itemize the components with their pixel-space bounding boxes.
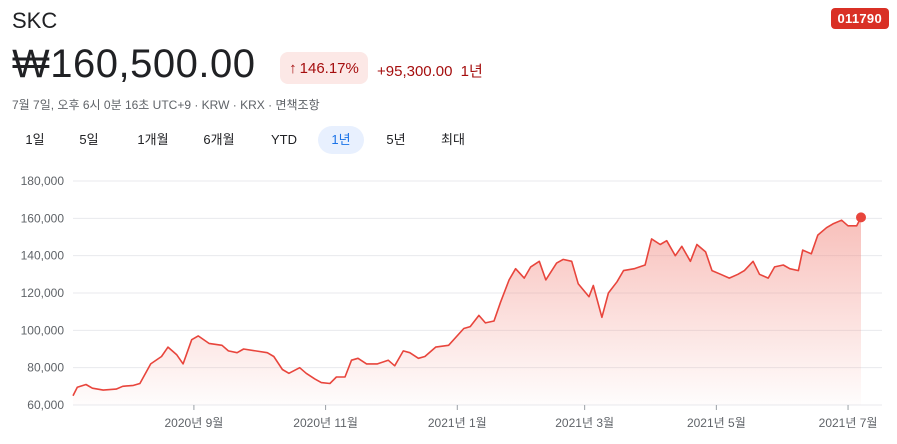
price-area [73, 217, 861, 405]
x-tick-label: 2021년 1월 [428, 416, 487, 430]
quote-meta: 7월 7일, 오후 6시 0분 16초 UTC+9 · KRW · KRX · … [12, 98, 320, 112]
x-tick-label: 2020년 9월 [165, 416, 224, 430]
price-line [72, 217, 862, 397]
tab-1d[interactable]: 1일 [25, 132, 45, 147]
x-tick-label: 2021년 7월 [819, 416, 878, 430]
change-percent: 146.17% [299, 59, 359, 77]
change-period: 1년 [460, 63, 483, 80]
stock-name: SKC [12, 8, 58, 33]
ticker-badge[interactable]: 011790 [830, 8, 889, 29]
y-tick-label: 120,000 [21, 286, 65, 300]
change-percent-badge: ↑ 146.17% [280, 52, 368, 84]
change-value: +95,300.00 [377, 63, 453, 80]
y-tick-label: 100,000 [21, 323, 65, 337]
tab-5y[interactable]: 5년 [386, 132, 406, 147]
x-tick-label: 2021년 3월 [555, 416, 614, 430]
tab-5d[interactable]: 5일 [79, 132, 99, 147]
x-tick-label: 2021년 5월 [687, 416, 746, 430]
tab-1y[interactable]: 1년 [318, 126, 364, 154]
tab-1m[interactable]: 1개월 [137, 132, 169, 147]
arrow-up-icon: ↑ [289, 59, 297, 77]
y-tick-label: 160,000 [21, 211, 65, 225]
tab-6m[interactable]: 6개월 [203, 132, 235, 147]
y-tick-label: 80,000 [27, 361, 64, 375]
y-tick-label: 60,000 [27, 398, 64, 412]
y-tick-label: 180,000 [21, 174, 65, 188]
tab-max[interactable]: 최대 [441, 132, 465, 147]
y-tick-label: 140,000 [21, 249, 65, 263]
last-price-dot [856, 212, 866, 223]
change-value-group: +95,300.00 1년 [377, 60, 487, 81]
x-tick-label: 2020년 11월 [293, 416, 358, 430]
current-price: ₩160,500.00 [12, 42, 256, 86]
tab-ytd[interactable]: YTD [271, 132, 297, 147]
